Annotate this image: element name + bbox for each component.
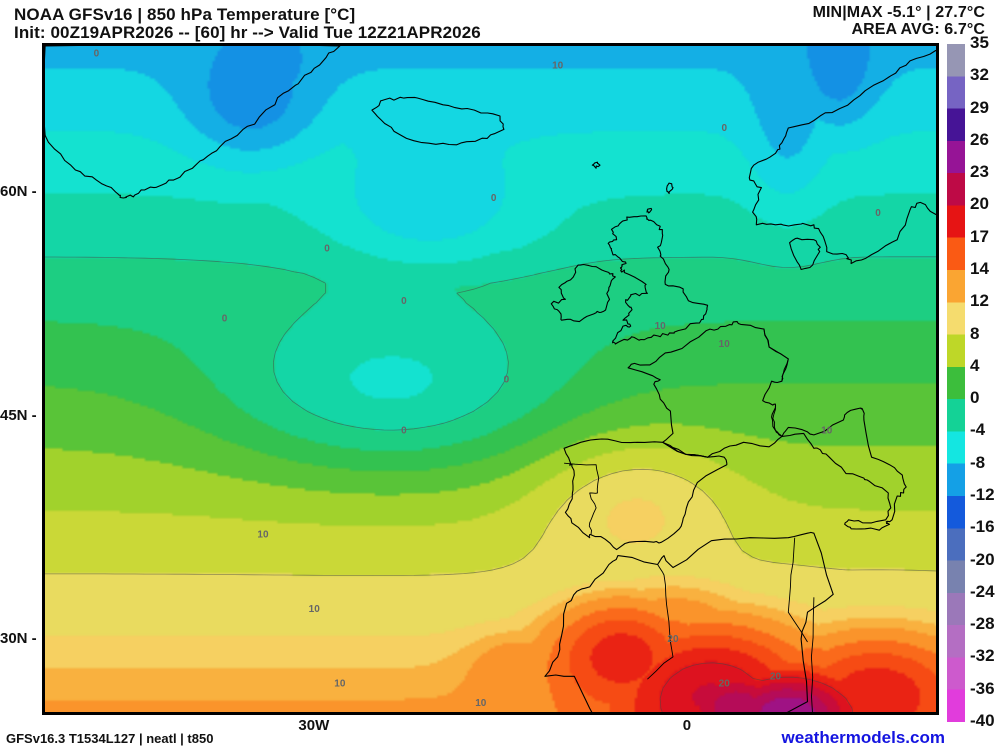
svg-text:0: 0 xyxy=(222,314,228,325)
svg-text:10: 10 xyxy=(475,698,487,709)
svg-text:0: 0 xyxy=(401,296,407,307)
svg-text:0: 0 xyxy=(721,123,727,134)
svg-text:10: 10 xyxy=(309,604,321,615)
svg-text:10: 10 xyxy=(257,530,269,541)
svg-text:0: 0 xyxy=(94,48,100,59)
svg-text:0: 0 xyxy=(875,208,881,219)
svg-text:10: 10 xyxy=(334,679,346,690)
svg-text:20: 20 xyxy=(770,671,782,682)
svg-text:0: 0 xyxy=(491,193,497,204)
svg-text:10: 10 xyxy=(655,321,667,332)
svg-text:0: 0 xyxy=(324,244,330,255)
svg-text:0: 0 xyxy=(401,425,407,436)
svg-text:10: 10 xyxy=(821,425,833,436)
svg-text:10: 10 xyxy=(719,339,731,350)
svg-text:20: 20 xyxy=(719,679,731,690)
svg-text:10: 10 xyxy=(552,60,564,71)
svg-text:20: 20 xyxy=(667,634,679,645)
svg-text:0: 0 xyxy=(504,375,510,386)
